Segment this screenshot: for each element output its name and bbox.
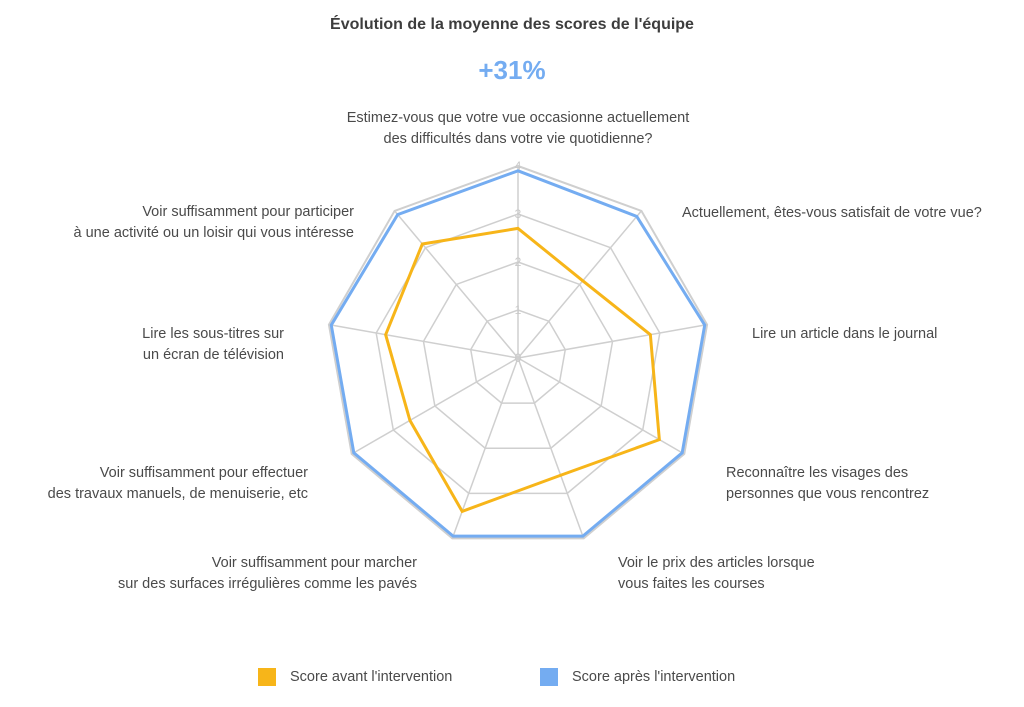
grid-spoke-7 bbox=[328, 323, 519, 359]
tick-label-0: 0 bbox=[515, 351, 522, 365]
grid-spoke-3 bbox=[517, 357, 685, 455]
axis-label-4: Voir le prix des articles lorsque vous fa… bbox=[618, 555, 815, 592]
grid-spoke-1 bbox=[517, 210, 642, 359]
grid-spoke-4 bbox=[517, 357, 585, 539]
axis-label-2: Lire un article dans le journal bbox=[752, 326, 937, 342]
axis-label-1: Actuellement, êtes-vous satisfait de vot… bbox=[682, 205, 982, 221]
legend-swatch-after bbox=[540, 668, 558, 686]
series-after-polygon bbox=[329, 169, 707, 538]
tick-label-1: 1 bbox=[515, 303, 522, 317]
grid-spoke-8 bbox=[394, 210, 519, 359]
grid-ring-3 bbox=[375, 213, 661, 495]
tick-label-4: 4 bbox=[515, 159, 522, 173]
grid-ring-2 bbox=[422, 261, 614, 449]
grid-ring-4 bbox=[327, 164, 709, 540]
chart-title: Évolution de la moyenne des scores de l'… bbox=[330, 16, 694, 33]
legend-swatch-before bbox=[258, 668, 276, 686]
legend-label-before: Score avant l'intervention bbox=[290, 669, 453, 685]
axis-label-3: Reconnaître les visages des personnes que… bbox=[726, 465, 929, 502]
score-change-value: +31% bbox=[478, 55, 546, 85]
legend-label-after: Score après l'intervention bbox=[572, 669, 736, 685]
axis-label-7: Lire les sous-titres sur un écran de télé… bbox=[142, 326, 284, 363]
axis-label-8: Voir suffisamment pour participer à une a… bbox=[74, 204, 355, 241]
grid-spoke-6 bbox=[351, 357, 519, 455]
tick-label-2: 2 bbox=[515, 255, 522, 269]
grid-spoke-2 bbox=[517, 323, 708, 359]
grid-spoke-5 bbox=[451, 357, 519, 539]
legend-item-before[interactable]: Score avant l'intervention bbox=[258, 668, 452, 686]
axis-label-5: Voir suffisamment pour marcher sur des su… bbox=[118, 555, 417, 592]
grid-ring-1 bbox=[469, 309, 567, 404]
tick-label-3: 3 bbox=[515, 207, 522, 221]
legend-item-after[interactable]: Score après l'intervention bbox=[540, 668, 735, 686]
series-before-polygon bbox=[384, 226, 661, 514]
axis-label-6: Voir suffisamment pour effectuer des trav… bbox=[48, 465, 308, 502]
axis-label-0: Estimez-vous que votre vue occasionne ac… bbox=[347, 110, 690, 147]
